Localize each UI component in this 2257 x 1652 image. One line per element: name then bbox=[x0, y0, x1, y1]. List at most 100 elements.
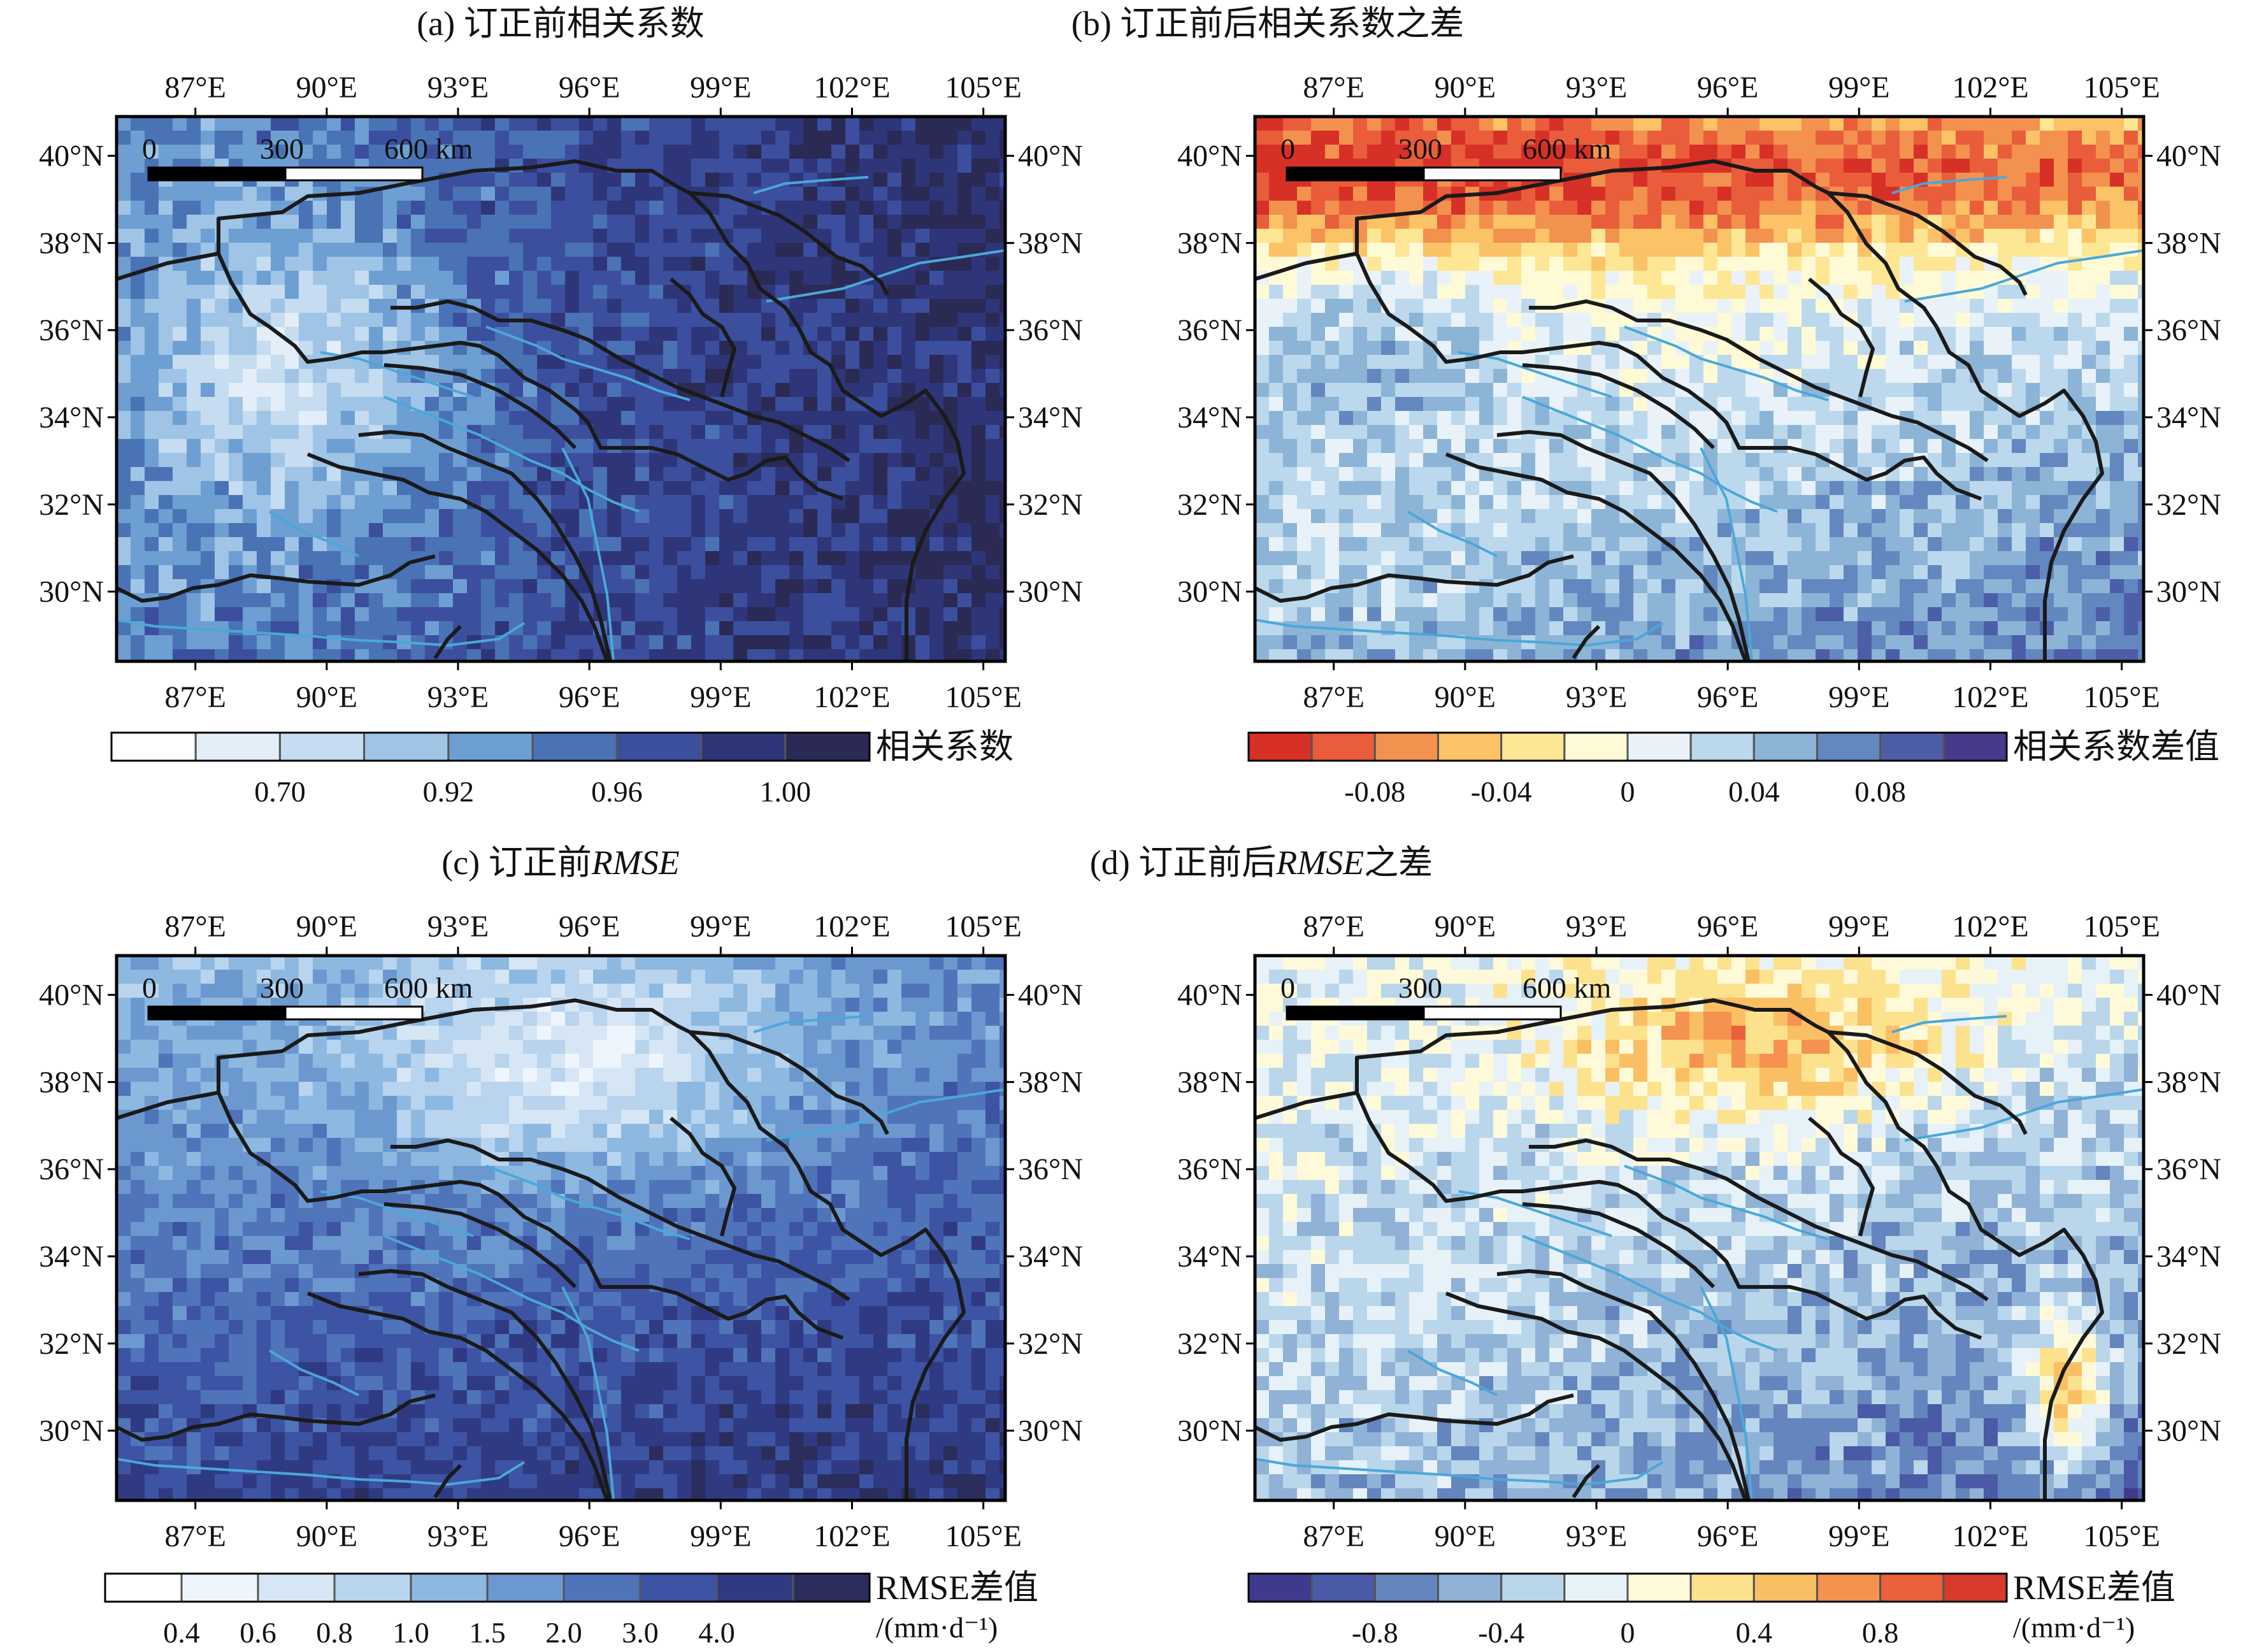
grid-cell bbox=[2138, 215, 2144, 229]
grid-cell bbox=[747, 229, 762, 243]
grid-cell bbox=[2124, 411, 2139, 426]
grid-cell bbox=[831, 649, 846, 661]
grid-cell bbox=[2054, 593, 2068, 608]
grid-cell bbox=[2110, 187, 2124, 201]
grid-cell bbox=[1802, 453, 1816, 468]
grid-cell bbox=[1802, 145, 1816, 159]
grid-cell bbox=[439, 187, 454, 201]
grid-cell bbox=[1563, 215, 1578, 229]
grid-cell bbox=[817, 229, 832, 243]
grid-cell bbox=[1339, 285, 1354, 299]
grid-cell bbox=[495, 285, 510, 299]
grid-cell bbox=[621, 397, 636, 412]
grid-cell bbox=[509, 509, 524, 524]
grid-cell bbox=[1367, 117, 1382, 131]
grid-cell bbox=[1647, 187, 1662, 201]
grid-cell bbox=[215, 439, 229, 454]
grid-cell bbox=[1970, 117, 1984, 131]
grid-cell bbox=[621, 117, 636, 131]
grid-cell bbox=[1900, 131, 1914, 145]
grid-cell bbox=[579, 117, 594, 131]
grid-cell bbox=[1914, 355, 1928, 370]
grid-cell bbox=[1269, 495, 1284, 510]
grid-cell bbox=[187, 299, 201, 313]
grid-cell bbox=[663, 467, 678, 482]
grid-cell bbox=[117, 467, 131, 482]
lat-tick-label-right: 34°N bbox=[1018, 401, 1083, 435]
grid-cell bbox=[1956, 187, 1970, 201]
grid-cell bbox=[1437, 537, 1452, 552]
grid-cell bbox=[1900, 579, 1914, 594]
grid-cell bbox=[2138, 523, 2144, 538]
river-line bbox=[268, 510, 359, 557]
grid-cell bbox=[943, 187, 958, 201]
grid-cell bbox=[1745, 117, 1760, 131]
grid-cell bbox=[131, 173, 145, 187]
grid-cell bbox=[1717, 523, 1732, 538]
grid-cell bbox=[1928, 159, 1942, 173]
grid-cell bbox=[1689, 593, 1704, 608]
grid-cell bbox=[1984, 145, 1998, 159]
grid-cell bbox=[229, 453, 243, 468]
grid-cell bbox=[1928, 509, 1942, 524]
lon-tick-label-top: 102°E bbox=[813, 71, 891, 104]
grid-cell bbox=[1297, 509, 1312, 524]
grid-cell bbox=[159, 621, 173, 636]
grid-cell bbox=[845, 271, 860, 285]
grid-cell bbox=[523, 565, 538, 580]
grid-cell bbox=[299, 341, 313, 356]
grid-cell bbox=[649, 341, 664, 356]
grid-cell bbox=[509, 257, 524, 271]
grid-cell bbox=[1549, 565, 1564, 580]
grid-cell bbox=[1942, 593, 1956, 608]
grid-cell bbox=[831, 467, 846, 482]
grid-cell bbox=[1731, 523, 1746, 538]
grid-cell bbox=[1409, 635, 1424, 650]
grid-cell bbox=[1577, 159, 1592, 173]
grid-cell bbox=[1830, 481, 1844, 496]
grid-cell bbox=[1844, 593, 1858, 608]
grid-cell bbox=[537, 229, 552, 243]
grid-cell bbox=[1423, 439, 1438, 454]
grid-cell bbox=[1381, 607, 1396, 622]
grid-cell bbox=[1914, 201, 1928, 215]
grid-cell bbox=[1297, 271, 1312, 285]
grid-cell bbox=[411, 215, 426, 229]
grid-cell bbox=[411, 593, 426, 608]
grid-cell bbox=[299, 327, 313, 341]
grid-cell bbox=[635, 481, 650, 496]
grid-cell bbox=[2068, 383, 2082, 398]
grid-cell bbox=[873, 537, 888, 552]
grid-cell bbox=[747, 383, 762, 398]
grid-cell bbox=[2026, 341, 2040, 356]
grid-cell bbox=[1395, 117, 1410, 131]
grid-cell bbox=[2068, 621, 2082, 636]
grid-cell bbox=[1563, 537, 1578, 552]
grid-cell bbox=[1311, 593, 1326, 608]
grid-cell bbox=[775, 397, 790, 412]
grid-cell bbox=[1605, 215, 1620, 229]
grid-cell bbox=[509, 495, 524, 510]
grid-cell bbox=[1956, 467, 1970, 482]
grid-cell bbox=[201, 439, 215, 454]
grid-cell bbox=[145, 201, 159, 215]
grid-cell bbox=[1437, 621, 1452, 636]
grid-cell bbox=[1269, 453, 1284, 468]
grid-cell bbox=[271, 523, 285, 538]
grid-cell bbox=[243, 467, 257, 482]
grid-cell bbox=[1563, 467, 1578, 482]
grid-cell bbox=[705, 299, 720, 313]
grid-cell bbox=[495, 215, 510, 229]
grid-cell bbox=[1423, 467, 1438, 482]
grid-cell bbox=[2054, 299, 2068, 313]
grid-cell bbox=[1535, 509, 1550, 524]
grid-cell bbox=[369, 635, 383, 650]
grid-cell bbox=[943, 397, 958, 412]
grid-cell bbox=[1759, 453, 1774, 468]
grid-cell bbox=[467, 593, 482, 608]
grid-cell bbox=[1900, 523, 1914, 538]
grid-cell bbox=[1830, 523, 1844, 538]
grid-cell bbox=[2124, 495, 2139, 510]
grid-cell bbox=[1437, 145, 1452, 159]
grid-cell bbox=[1493, 201, 1508, 215]
